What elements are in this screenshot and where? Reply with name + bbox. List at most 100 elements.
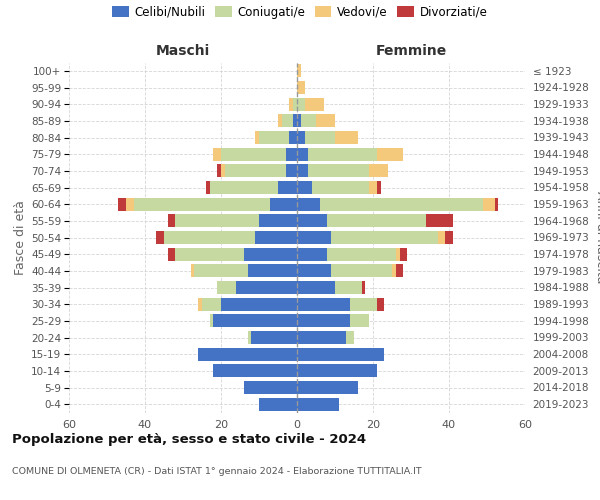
Bar: [164, 231, 255, 244]
Bar: [118, 198, 126, 210]
Bar: [259, 398, 297, 410]
Bar: [202, 298, 221, 310]
Bar: [297, 164, 308, 177]
Bar: [251, 331, 297, 344]
Bar: [396, 248, 400, 260]
Bar: [282, 114, 293, 128]
Bar: [236, 281, 297, 294]
Bar: [297, 281, 335, 294]
Text: Femmine: Femmine: [376, 44, 446, 58]
Bar: [320, 198, 483, 210]
Bar: [445, 231, 453, 244]
Bar: [335, 281, 362, 294]
Bar: [369, 164, 388, 177]
Bar: [297, 98, 305, 110]
Bar: [259, 131, 289, 144]
Bar: [248, 331, 251, 344]
Y-axis label: Fasce di età: Fasce di età: [14, 200, 27, 275]
Bar: [305, 98, 323, 110]
Bar: [308, 164, 369, 177]
Bar: [289, 98, 293, 110]
Bar: [297, 364, 377, 378]
Bar: [214, 314, 297, 328]
Bar: [248, 264, 297, 278]
Bar: [328, 248, 396, 260]
Bar: [369, 181, 377, 194]
Bar: [297, 348, 385, 360]
Bar: [297, 231, 331, 244]
Bar: [221, 148, 286, 160]
Bar: [214, 148, 221, 160]
Bar: [297, 298, 350, 310]
Bar: [297, 264, 331, 278]
Bar: [297, 331, 346, 344]
Bar: [214, 364, 297, 378]
Bar: [134, 198, 271, 210]
Bar: [175, 248, 244, 260]
Bar: [377, 181, 380, 194]
Y-axis label: Anni di nascita: Anni di nascita: [593, 191, 600, 284]
Bar: [297, 114, 301, 128]
Bar: [346, 331, 354, 344]
Bar: [209, 314, 214, 328]
Bar: [331, 231, 437, 244]
Bar: [483, 198, 494, 210]
Bar: [126, 198, 134, 210]
Bar: [328, 214, 426, 228]
Bar: [297, 181, 312, 194]
Bar: [400, 248, 407, 260]
Bar: [297, 314, 350, 328]
Bar: [297, 131, 305, 144]
Bar: [217, 281, 236, 294]
Bar: [198, 348, 297, 360]
Bar: [293, 98, 297, 110]
Bar: [426, 214, 453, 228]
Bar: [316, 114, 335, 128]
Bar: [175, 214, 259, 228]
Bar: [286, 148, 297, 160]
Bar: [255, 231, 297, 244]
Bar: [286, 164, 297, 177]
Bar: [377, 148, 403, 160]
Bar: [297, 148, 308, 160]
Bar: [297, 214, 328, 228]
Text: Maschi: Maschi: [156, 44, 210, 58]
Bar: [278, 114, 282, 128]
Bar: [437, 231, 445, 244]
Bar: [221, 298, 297, 310]
Bar: [255, 131, 259, 144]
Bar: [168, 214, 175, 228]
Bar: [297, 81, 305, 94]
Bar: [392, 264, 396, 278]
Bar: [278, 181, 297, 194]
Bar: [244, 381, 297, 394]
Bar: [209, 181, 278, 194]
Bar: [377, 298, 385, 310]
Bar: [297, 381, 358, 394]
Bar: [312, 181, 369, 194]
Bar: [350, 298, 377, 310]
Bar: [198, 298, 202, 310]
Bar: [305, 131, 335, 144]
Bar: [217, 164, 221, 177]
Bar: [194, 264, 248, 278]
Bar: [206, 181, 209, 194]
Legend: Celibi/Nubili, Coniugati/e, Vedovi/e, Divorziati/e: Celibi/Nubili, Coniugati/e, Vedovi/e, Di…: [107, 1, 493, 24]
Text: Popolazione per età, sesso e stato civile - 2024: Popolazione per età, sesso e stato civil…: [12, 432, 366, 446]
Bar: [331, 264, 392, 278]
Bar: [308, 148, 377, 160]
Bar: [350, 314, 369, 328]
Bar: [168, 248, 175, 260]
Bar: [259, 214, 297, 228]
Bar: [494, 198, 499, 210]
Bar: [157, 231, 164, 244]
Bar: [297, 398, 339, 410]
Bar: [293, 114, 297, 128]
Text: COMUNE DI OLMENETA (CR) - Dati ISTAT 1° gennaio 2024 - Elaborazione TUTTITALIA.I: COMUNE DI OLMENETA (CR) - Dati ISTAT 1° …: [12, 468, 422, 476]
Bar: [244, 248, 297, 260]
Bar: [396, 264, 403, 278]
Bar: [289, 131, 297, 144]
Bar: [191, 264, 194, 278]
Bar: [221, 164, 225, 177]
Bar: [362, 281, 365, 294]
